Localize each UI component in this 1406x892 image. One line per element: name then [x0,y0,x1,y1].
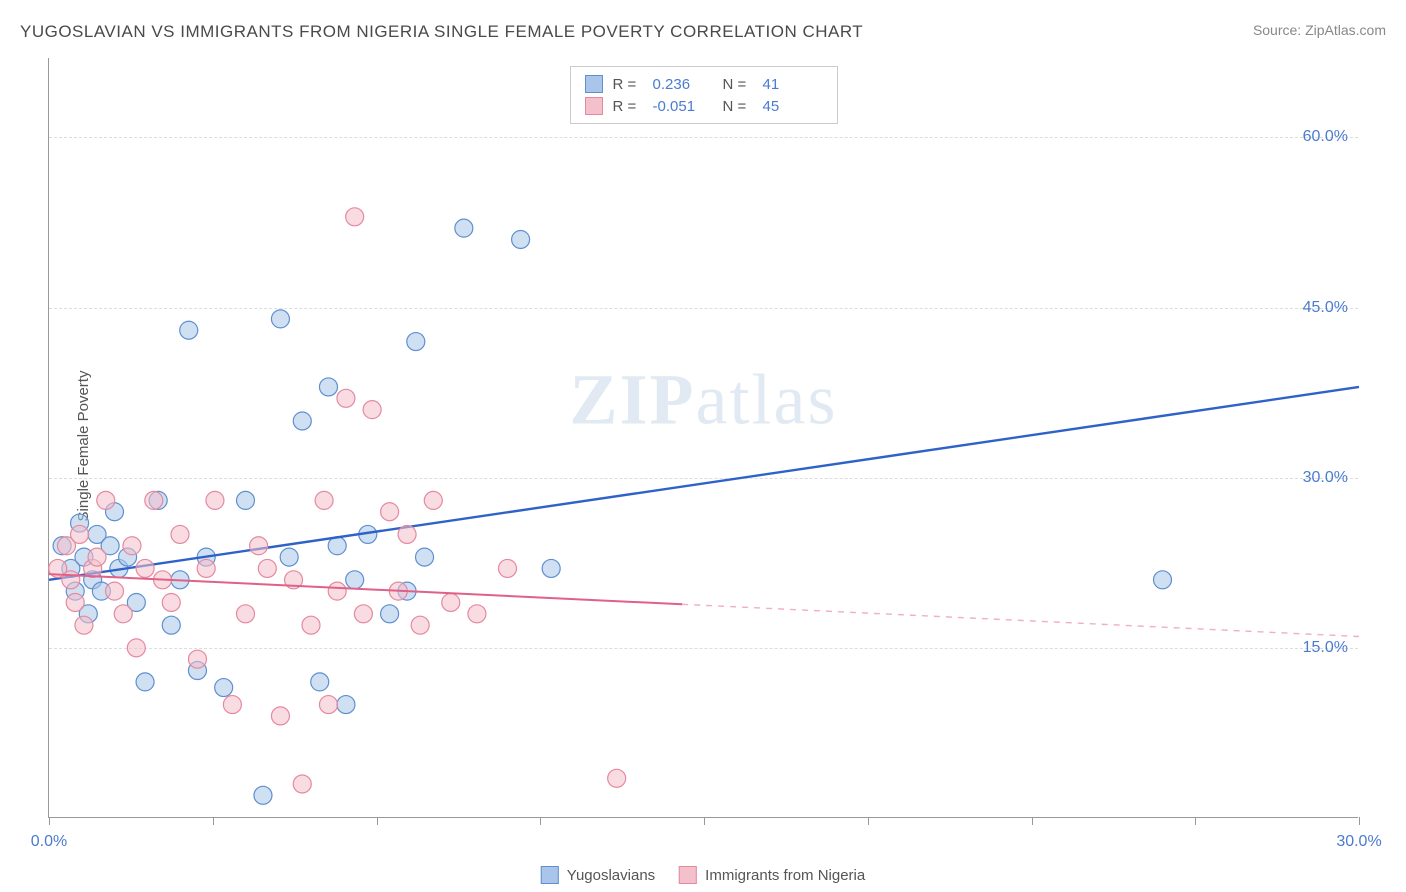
x-tick [1032,817,1033,825]
data-point [381,503,399,521]
legend-r-value: -0.051 [653,98,713,115]
legend-item: Immigrants from Nigeria [679,866,865,884]
data-point [416,548,434,566]
chart-title: YUGOSLAVIAN VS IMMIGRANTS FROM NIGERIA S… [20,22,863,42]
data-point [381,605,399,623]
data-point [354,605,372,623]
data-point [328,582,346,600]
scatter-svg [49,58,1358,817]
data-point [97,491,115,509]
x-tick-label: 0.0% [31,833,67,851]
data-point [171,525,189,543]
x-tick [49,817,50,825]
data-point [271,707,289,725]
data-point [71,525,89,543]
data-point [114,605,132,623]
data-point [363,401,381,419]
x-tick [1195,817,1196,825]
legend-n-label: N = [723,76,753,93]
legend-swatch [541,866,559,884]
data-point [215,679,233,697]
data-point [293,412,311,430]
data-point [127,639,145,657]
data-point [315,491,333,509]
legend-n-value: 41 [763,76,823,93]
data-point [337,389,355,407]
data-point [250,537,268,555]
legend-item: Yugoslavians [541,866,655,884]
legend-row: R = 0.236 N = 41 [585,73,823,95]
legend-r-value: 0.236 [653,76,713,93]
data-point [302,616,320,634]
correlation-legend: R = 0.236 N = 41 R = -0.051 N = 45 [570,66,838,124]
data-point [442,593,460,611]
data-point [411,616,429,634]
chart-plot-area: ZIPatlas R =0.236N =41R =-0.051N =45 15.… [48,58,1358,818]
legend-r-label: R = [613,98,643,115]
data-point [1154,571,1172,589]
source-label: Source: ZipAtlas.com [1253,22,1386,38]
data-point [123,537,141,555]
data-point [311,673,329,691]
legend-r-label: R = [613,76,643,93]
data-point [136,673,154,691]
data-point [280,548,298,566]
data-point [337,696,355,714]
x-tick [377,817,378,825]
x-tick-label: 30.0% [1336,833,1381,851]
data-point [398,525,416,543]
data-point [106,582,124,600]
x-tick [1359,817,1360,825]
x-tick [868,817,869,825]
legend-series-name: Immigrants from Nigeria [705,867,865,884]
legend-swatch [679,866,697,884]
data-point [180,321,198,339]
legend-series-name: Yugoslavians [567,867,655,884]
data-point [424,491,442,509]
data-point [346,571,364,589]
data-point [608,769,626,787]
data-point [512,230,530,248]
x-tick [540,817,541,825]
data-point [254,786,272,804]
trend-line [49,387,1359,580]
legend-swatch [585,75,603,93]
data-point [468,605,486,623]
data-point [455,219,473,237]
data-point [346,208,364,226]
data-point [237,491,255,509]
legend-n-label: N = [723,98,753,115]
data-point [499,559,517,577]
trend-line-dashed [682,604,1359,636]
data-point [223,696,241,714]
data-point [197,559,215,577]
data-point [542,559,560,577]
data-point [136,559,154,577]
legend-n-value: 45 [763,98,823,115]
data-point [162,593,180,611]
data-point [75,616,93,634]
series-legend: Yugoslavians Immigrants from Nigeria [541,866,865,884]
data-point [145,491,163,509]
data-point [88,548,106,566]
data-point [293,775,311,793]
data-point [66,593,84,611]
data-point [206,491,224,509]
data-point [62,571,80,589]
data-point [188,650,206,668]
data-point [258,559,276,577]
x-tick [704,817,705,825]
data-point [407,333,425,351]
data-point [271,310,289,328]
x-tick [213,817,214,825]
data-point [162,616,180,634]
data-point [319,378,337,396]
data-point [319,696,337,714]
data-point [237,605,255,623]
legend-swatch [585,97,603,115]
legend-row: R = -0.051 N = 45 [585,95,823,117]
